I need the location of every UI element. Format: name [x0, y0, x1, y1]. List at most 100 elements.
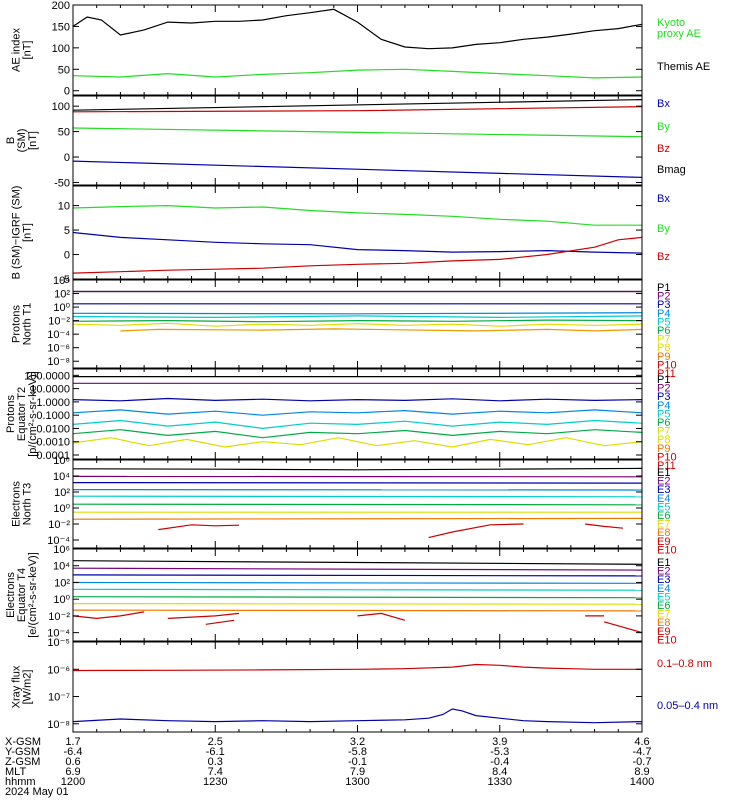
footer-value: 0.6 [65, 756, 80, 768]
legend-entry: P10 [657, 359, 677, 371]
y-tick-label: 10⁻⁴ [47, 329, 70, 341]
series-line-6-11 [585, 523, 624, 529]
series-line-1-2 [72, 68, 643, 79]
y-axis-label: B (SM)−IGRF (SM) [11, 186, 23, 280]
series-line-6-3 [72, 482, 643, 484]
footer-row-label: hhmm [5, 776, 36, 788]
footer-value: 8.4 [492, 766, 507, 778]
legend-entry: Kyoto [657, 17, 685, 29]
y-tick-label: 10⁻⁷ [48, 692, 70, 704]
y-tick-label: 10⁰ [53, 594, 70, 606]
legend-entry: P8 [657, 434, 670, 446]
y-tick-label: 10² [54, 487, 70, 499]
panel-3: 10 5 0 -5 B (SM)−IGRF (SM) [nT] Bx By Bz [11, 185, 670, 286]
y-tick-label: 10⁴ [53, 561, 70, 573]
footer-value: 6.9 [65, 766, 80, 778]
footer-value: -0.4 [490, 756, 509, 768]
y-tick-label: 0.0010 [36, 437, 70, 449]
y-tick-label: 10⁻⁴ [47, 628, 70, 640]
panel-2: 100 50 0 -50 B (SM) [nT] Bx By Bz Bmag [5, 95, 686, 189]
footer-value: 7.9 [350, 766, 365, 778]
footer-value: 2.5 [208, 736, 223, 748]
series-line-7-7 [72, 602, 643, 605]
legend-entry: Bmag [657, 164, 686, 176]
legend-entry: P9 [657, 351, 670, 363]
footer-value: 1200 [61, 776, 85, 788]
legend-entry: P11 [657, 368, 676, 380]
legend-entry: P2 [657, 291, 670, 303]
panel-frame [72, 95, 643, 186]
y-axis-label: AE index [11, 27, 23, 72]
y-axis-label: North T1 [22, 303, 34, 346]
series-line-3-2 [72, 231, 643, 254]
legend-entry: P3 [657, 391, 670, 403]
y-tick-label: 10⁰ [53, 302, 70, 314]
y-tick-label: 10⁰ [53, 503, 70, 515]
series-line-7-5 [72, 588, 643, 591]
legend-entry: E3 [657, 484, 670, 496]
legend-entry: P7 [657, 426, 670, 438]
y-axis-label: North T3 [22, 483, 34, 526]
y-axis-label: (SM) [16, 129, 28, 153]
legend-entry: E10 [657, 544, 677, 556]
panel-frame [72, 4, 643, 96]
y-axis-label: Protons [5, 395, 17, 433]
y-tick-label: 10² [54, 577, 70, 589]
legend-entry: E8 [657, 527, 670, 539]
y-tick-label: 10⁶ [53, 544, 70, 556]
series-line-8-1 [72, 663, 642, 672]
legend-entry: E7 [657, 609, 670, 621]
footer-value: -6.4 [64, 746, 83, 758]
legend-entry: P9 [657, 443, 670, 455]
series-line-2-3 [72, 127, 643, 138]
legend-entry: E4 [657, 493, 670, 505]
legend-entry: P5 [657, 408, 670, 420]
y-tick-label: 10.0000 [30, 384, 70, 396]
series-line-7-6 [72, 596, 643, 599]
series-line-6-10 [428, 523, 524, 539]
legend-entry: E5 [657, 591, 670, 603]
series-line-7-3 [72, 574, 643, 577]
panel-7: 10⁶ 10⁴ 10² 10⁰ 10⁻² 10⁻⁴ Electrons Equator T4[… [5, 544, 677, 646]
legend-entry: E9 [657, 626, 670, 638]
y-tick-label: 1.0000 [36, 397, 70, 409]
y-axis-label: Equator T4 [16, 568, 28, 622]
series-line-5-7 [72, 437, 643, 448]
series-line-2-4 [72, 160, 643, 178]
series-line-2-1 [72, 99, 643, 111]
footer-value: 3.9 [492, 736, 507, 748]
legend-entry: E4 [657, 583, 670, 595]
legend-entry: P7 [657, 334, 670, 346]
y-tick-label: 10⁻⁸ [47, 356, 70, 368]
footer-value: 1.7 [65, 736, 80, 748]
legend-entry: P1 [657, 374, 670, 386]
legend-entry: P8 [657, 342, 670, 354]
y-axis-label: Electrons [11, 481, 23, 527]
y-tick-label: 10⁻² [48, 316, 70, 328]
series-line-4-7 [72, 322, 643, 327]
series-line-7-8 [72, 609, 643, 612]
y-tick-label: 10⁴ [53, 275, 70, 287]
y-tick-label: 100 [52, 101, 70, 113]
y-tick-label: 10⁶ [53, 455, 70, 467]
legend-entry: Bz [657, 251, 670, 263]
legend-entry: P3 [657, 299, 670, 311]
legend-entry: P6 [657, 417, 670, 429]
series-line-6-6 [72, 503, 643, 506]
y-axis-label: B [5, 137, 17, 144]
y-tick-label: 0 [64, 152, 70, 164]
footer-row-label: Y-GSM [5, 746, 40, 758]
footer-row-label: 2024 May 01 [5, 786, 69, 798]
legend-entry: E7 [657, 519, 670, 531]
y-axis-label: Equator T2 [16, 387, 28, 441]
y-tick-label: 150 [52, 21, 70, 33]
legend-entry: Bx [657, 193, 670, 205]
series-line-5-6 [72, 429, 643, 439]
legend-entry: E8 [657, 617, 670, 629]
footer-row-label: MLT [5, 766, 26, 778]
legend-entry: E2 [657, 566, 670, 578]
y-tick-label: 100 [52, 43, 70, 55]
legend-entry: P2 [657, 383, 670, 395]
y-axis-label: Electrons [5, 572, 17, 618]
